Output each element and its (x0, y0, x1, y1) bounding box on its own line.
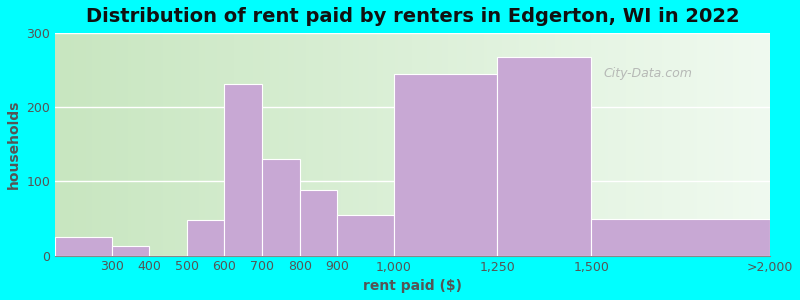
Text: City-Data.com: City-Data.com (604, 67, 693, 80)
X-axis label: rent paid ($): rent paid ($) (363, 279, 462, 293)
Bar (497, 57, 591, 256)
Y-axis label: households: households (7, 100, 21, 189)
Bar (394, 74, 497, 256)
Bar (300, 190, 338, 256)
Bar (591, 218, 770, 256)
Title: Distribution of rent paid by renters in Edgerton, WI in 2022: Distribution of rent paid by renters in … (86, 7, 739, 26)
Bar (338, 215, 394, 256)
Bar (187, 220, 225, 256)
Bar (112, 246, 150, 256)
Bar (55, 237, 112, 256)
Bar (225, 83, 262, 256)
Bar (262, 159, 300, 256)
